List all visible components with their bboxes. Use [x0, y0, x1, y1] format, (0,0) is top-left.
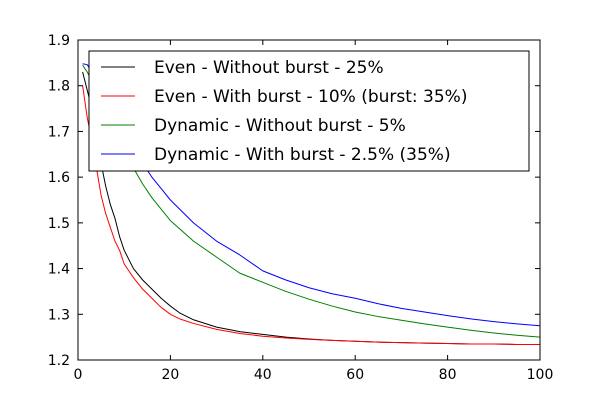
x-tick-label: 0 — [74, 367, 83, 383]
y-tick-label: 1.5 — [48, 216, 70, 232]
plot-frame — [77, 39, 541, 361]
x-tick-label: 20 — [161, 367, 179, 383]
series-line-2 — [82, 85, 540, 345]
y-tick-label: 1.4 — [48, 262, 70, 278]
x-tick-label: 40 — [254, 367, 272, 383]
y-tick-label: 1.6 — [48, 170, 70, 186]
x-tick-label: 100 — [527, 367, 554, 383]
x-tick-label: 80 — [439, 367, 457, 383]
legend-box — [88, 50, 530, 172]
y-tick-label: 1.8 — [48, 79, 70, 95]
y-tick-label: 1.7 — [48, 124, 70, 140]
legend-label-1: Even - Without burst - 25% — [154, 58, 384, 78]
legend: Even - Without burst - 25% Even - With bu… — [88, 50, 530, 172]
legend-label-4: Dynamic - With burst - 2.5% (35%) — [154, 145, 451, 165]
x-tick-label: 60 — [346, 367, 364, 383]
ticks-layer: 0 20 40 60 80 100 1.2 1.3 1.4 1.5 1.6 1.7 1.8 1.9 — [48, 33, 554, 383]
legend-label-2: Even - With burst - 10% (burst: 35%) — [154, 87, 467, 107]
y-tick-label: 1.9 — [48, 33, 70, 49]
y-tick-label: 1.2 — [48, 353, 70, 369]
y-tick-label: 1.3 — [48, 307, 70, 323]
legend-label-3: Dynamic - Without burst - 5% — [154, 116, 406, 136]
